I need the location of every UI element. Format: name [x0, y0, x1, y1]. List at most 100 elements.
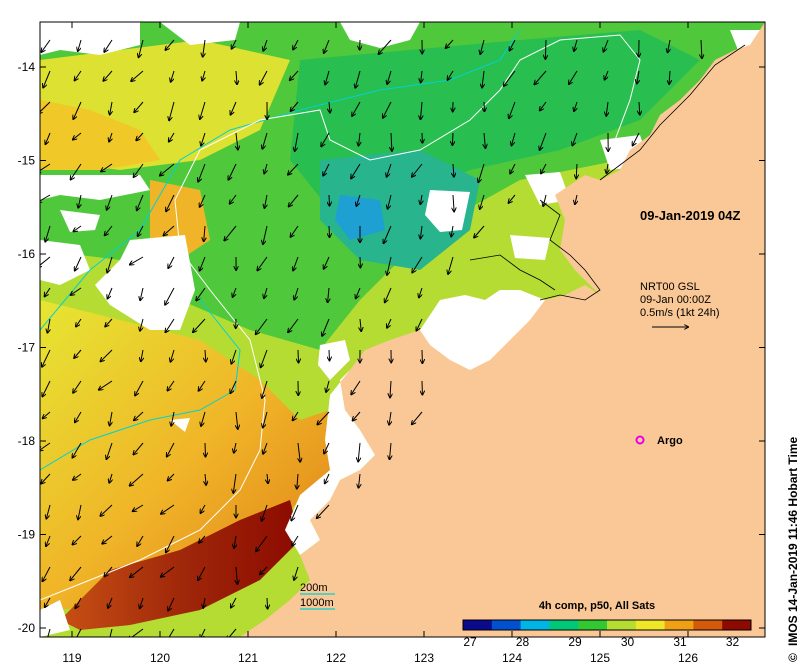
current-vector: [453, 194, 454, 211]
current-vector: [134, 163, 144, 177]
current-vector: [668, 39, 670, 52]
current-vector: [168, 473, 175, 481]
current-vector: [140, 318, 144, 331]
current-vector: [264, 287, 268, 298]
colorbar-segment: [693, 620, 723, 630]
current-vector: [48, 318, 51, 333]
current-vector: [329, 101, 330, 113]
current-vector: [103, 70, 113, 81]
lon-tick-label: 119: [62, 651, 81, 665]
current-vector: [138, 225, 144, 236]
current-vector: [164, 225, 175, 235]
current-vector: [510, 39, 516, 51]
current-vector: [317, 504, 330, 518]
legend-1000m-label: 1000m: [300, 597, 334, 609]
map-canvas: [40, 22, 765, 637]
colorbar-segment: [463, 620, 493, 630]
current-vector: [448, 256, 454, 274]
current-vector: [78, 39, 82, 51]
current-vector: [256, 318, 268, 334]
current-vector: [169, 101, 175, 120]
current-vector: [574, 39, 578, 51]
current-vector: [236, 132, 238, 150]
current-vector: [73, 473, 82, 480]
current-vector: [203, 39, 205, 57]
current-vector: [324, 256, 330, 269]
current-vector: [166, 535, 175, 552]
current-vector: [171, 411, 175, 426]
current-vector: [109, 132, 112, 142]
current-vector: [293, 39, 299, 49]
lon-tick-label: 125: [590, 651, 610, 665]
current-vector: [130, 256, 144, 265]
colorbar-tick-label: 27: [463, 635, 477, 649]
legend-200m-label: 200m: [300, 582, 328, 594]
colorbar: [462, 619, 752, 631]
current-vector: [75, 628, 82, 637]
current-vector: [166, 318, 175, 332]
current-vector: [165, 287, 175, 305]
current-vector: [205, 349, 206, 362]
current-vector: [288, 318, 299, 332]
contour-200m: [40, 34, 641, 601]
current-vector: [576, 163, 577, 178]
current-vector: [168, 597, 175, 611]
current-vector: [166, 39, 175, 50]
current-vector: [137, 535, 144, 546]
colorbar-tick-label: 32: [726, 635, 740, 649]
current-vector: [263, 225, 268, 244]
current-vector: [141, 349, 143, 361]
current-info-line1: NRT00 GSL: [640, 281, 700, 293]
current-vector: [130, 473, 144, 486]
colorbar-segment: [549, 620, 579, 630]
current-vector: [101, 163, 113, 171]
current-vector: [109, 473, 112, 483]
current-vector: [263, 411, 268, 427]
current-vector: [389, 411, 391, 425]
current-vector: [107, 194, 113, 210]
current-vector: [451, 225, 453, 236]
lon-axis: 119 120 121 122 123 124 125 126: [62, 22, 698, 665]
current-vector: [387, 256, 392, 275]
current-vector: [74, 225, 82, 231]
current-vector: [452, 132, 453, 145]
current-vector: [257, 256, 268, 270]
lat-tick-label: -19: [18, 528, 36, 542]
colorbar-ticks: 27 28 29 30 31 32: [463, 635, 739, 649]
current-vector: [42, 349, 51, 367]
argo-marker[interactable]: [635, 435, 645, 445]
current-vector: [421, 70, 422, 82]
current-vector: [107, 256, 113, 272]
current-vector: [99, 380, 113, 390]
current-vector: [267, 597, 268, 609]
current-vector: [71, 287, 82, 295]
current-vector: [196, 287, 206, 300]
current-vector: [482, 70, 484, 88]
current-vector: [420, 225, 422, 238]
current-vector: [262, 132, 268, 149]
current-vector: [75, 597, 82, 608]
current-vector: [135, 380, 144, 395]
colorbar-frame: [462, 619, 752, 631]
current-vector: [46, 132, 51, 144]
current-vector: [291, 225, 299, 237]
current-vector: [40, 442, 51, 451]
current-vector: [412, 163, 423, 177]
colorbar-segment: [607, 620, 637, 630]
current-vector: [131, 70, 144, 81]
current-vector: [73, 132, 82, 140]
coastal-fringe: [420, 290, 545, 370]
coastline-detail: [539, 199, 601, 301]
lat-tick-label: -18: [18, 434, 36, 448]
current-vector: [260, 70, 268, 85]
current-vector: [101, 349, 113, 361]
current-vector: [261, 349, 268, 367]
current-vector: [140, 287, 143, 300]
current-vector: [412, 256, 423, 273]
current-vector: [512, 132, 516, 145]
current-vector: [453, 163, 454, 177]
current-vector: [161, 504, 175, 514]
colorbar-segment: [664, 620, 694, 630]
current-vector: [329, 349, 330, 360]
